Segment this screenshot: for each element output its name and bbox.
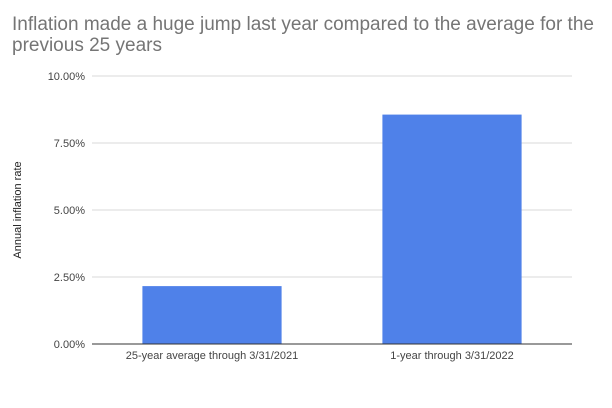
y-tick-labels: 0.00% 2.50% 5.00% 7.50% 10.00% <box>48 71 86 351</box>
x-tick-label: 1-year through 3/31/2022 <box>390 350 514 362</box>
chart-title: Inflation made a huge jump last year com… <box>12 14 594 56</box>
y-tick-label: 10.00% <box>48 71 86 83</box>
y-tick-label: 2.50% <box>54 272 85 284</box>
y-axis-title: Annual inflation rate <box>12 161 24 258</box>
bar <box>142 286 282 344</box>
x-tick-label: 25-year average through 3/31/2021 <box>126 350 298 362</box>
y-tick-label: 0.00% <box>54 339 85 351</box>
y-tick-label: 5.00% <box>54 205 85 217</box>
y-tick-label: 7.50% <box>54 138 85 150</box>
bar <box>382 114 522 344</box>
bars <box>142 114 522 344</box>
x-tick-labels: 25-year average through 3/31/2021 1-year … <box>126 350 514 362</box>
